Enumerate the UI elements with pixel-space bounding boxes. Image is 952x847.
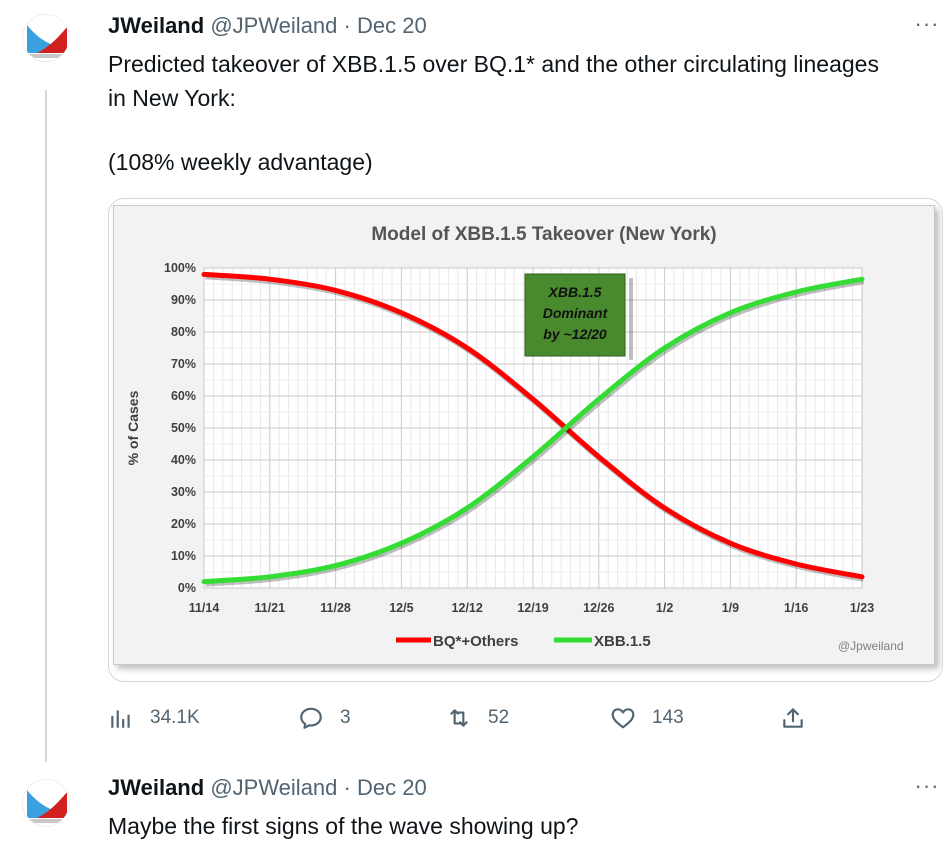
tweet-text-line: Predicted takeover of XBB.1.5 over BQ.1*… [108,51,879,77]
dominance-annotation: XBB.1.5 Dominant by ~12/20 [524,273,633,360]
share-button[interactable] [780,700,806,736]
retweet-button[interactable]: 52 [446,700,509,736]
annotation-line: by ~12/20 [543,326,607,342]
chart-legend: BQ*+Others XBB.1.5 [396,633,651,650]
tweet-date[interactable]: Dec 20 [356,775,427,800]
tweet-text-line: in New York: [108,85,236,111]
annotation-box [524,273,626,357]
more-options-button[interactable]: ··· [914,773,940,798]
thread-connector-line [45,90,47,762]
share-upload-icon [783,708,803,728]
x-tick-label: 1/9 [722,601,739,615]
series-line-xbb15 [201,276,865,585]
y-tick-label: 30% [171,485,196,499]
tweet-header: JWeiland @JPWeiland · Dec 20 [108,774,427,802]
y-tick-label: 50% [171,421,196,435]
x-tick-label: 11/28 [320,601,351,615]
retweet-count: 52 [488,707,510,728]
tweet-date[interactable]: Dec 20 [356,13,427,38]
author-handle[interactable]: @JPWeiland [210,775,338,800]
avatar-chart-image [23,15,69,61]
reply-button[interactable]: 3 [298,700,351,736]
y-tick-label: 20% [171,517,196,531]
author-avatar[interactable] [22,779,70,827]
x-tick-label: 12/26 [583,601,614,615]
y-tick-label: 80% [171,325,196,339]
y-axis-ticks: 0% 10% 20% 30% 40% 50% 60% 70% 80% 90% 100% [164,261,196,595]
y-tick-label: 90% [171,293,196,307]
x-tick-label: 12/12 [452,601,483,615]
tweet-action-bar: 34.1K 3 52 143 [108,700,828,736]
y-tick-label: 100% [164,261,196,275]
header-separator: · [343,13,351,38]
chart-series [201,271,865,587]
annotation-line: XBB.1.5 [548,284,602,300]
tweet-media-image[interactable]: Model of XBB.1.5 Takeover (New York) % o… [108,198,943,682]
y-tick-label: 0% [178,581,196,595]
x-tick-label: 11/14 [189,601,220,615]
bar-chart-icon [111,710,130,728]
legend-label-xbb: XBB.1.5 [594,633,651,650]
retweet-icon [450,709,468,727]
legend-label-bq: BQ*+Others [433,633,518,650]
y-tick-label: 70% [171,357,196,371]
line-chart: Model of XBB.1.5 Takeover (New York) % o… [125,224,904,653]
author-handle[interactable]: @JPWeiland [210,13,338,38]
chart-credit: @Jpweiland [838,639,904,653]
like-button[interactable]: 143 [610,700,684,736]
header-separator: · [343,775,351,800]
author-name[interactable]: JWeiland [108,775,205,800]
author-avatar[interactable] [22,14,70,62]
series-line-bq-others [201,271,865,580]
more-options-button[interactable]: ··· [914,11,940,36]
y-tick-label: 10% [171,549,196,563]
author-name[interactable]: JWeiland [108,13,205,38]
views-button[interactable]: 34.1K [108,700,200,736]
y-axis-label: % of Cases [125,390,141,465]
like-count: 143 [652,707,684,728]
x-axis-ticks: 11/14 11/21 11/28 12/5 12/12 12/19 12/26 1/2 1/9… [189,601,875,615]
x-tick-label: 1/23 [850,601,874,615]
y-tick-label: 60% [171,389,196,403]
annotation-line: Dominant [543,305,609,321]
tweet-text-line: Maybe the first signs of the wave showin… [108,813,579,839]
y-tick-label: 40% [171,453,196,467]
x-tick-label: 12/5 [389,601,413,615]
x-tick-label: 1/16 [784,601,808,615]
annotation-shadow [629,278,633,360]
comment-bubble-icon [300,707,322,729]
x-tick-label: 12/19 [517,601,548,615]
x-tick-label: 1/2 [656,601,673,615]
tweet-header: JWeiland @JPWeiland · Dec 20 [108,12,427,40]
heart-icon [611,708,635,729]
x-tick-label: 11/21 [255,601,286,615]
reply-count: 3 [340,707,351,728]
tweet-text-line: (108% weekly advantage) [108,149,373,175]
views-count: 34.1K [150,707,200,728]
avatar-chart-image [23,780,69,826]
chart-title: Model of XBB.1.5 Takeover (New York) [371,224,716,245]
chart-panel: Model of XBB.1.5 Takeover (New York) % o… [113,205,935,665]
